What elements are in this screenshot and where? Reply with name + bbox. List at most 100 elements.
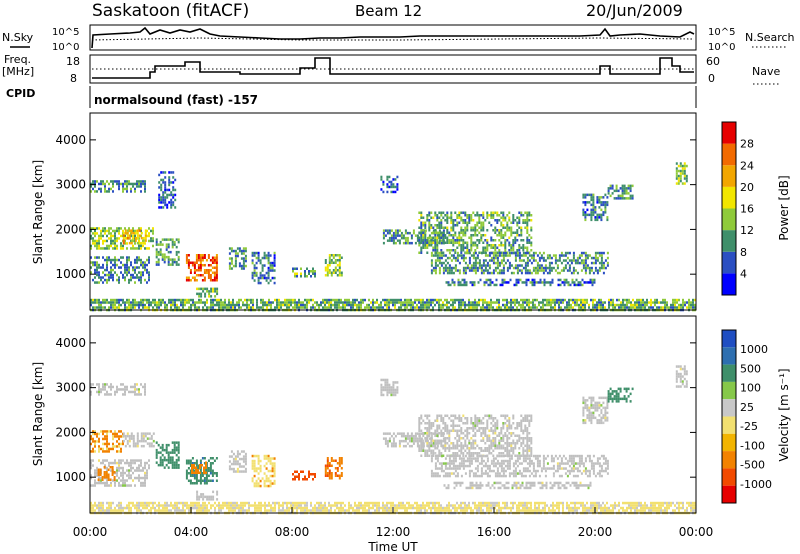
scatter-cell (328, 474, 331, 477)
scatter-cell (208, 292, 211, 296)
scatter-cell (257, 477, 260, 480)
scatter-cell (558, 271, 561, 275)
scatter-cell (502, 444, 505, 447)
scatter-cell (488, 221, 491, 224)
scatter-cell (456, 434, 459, 437)
scatter-cell (262, 306, 264, 309)
scatter-cell (267, 479, 270, 483)
scatter-cell (158, 301, 160, 304)
scatter-cell (506, 303, 508, 307)
scatter-cell (478, 298, 480, 302)
scatter-cell (166, 203, 169, 207)
scatter-cell (418, 449, 421, 452)
scatter-cell (468, 261, 471, 265)
scatter-cell (228, 465, 231, 468)
scatter-cell (134, 393, 136, 396)
scatter-cell (438, 303, 440, 307)
scatter-cell (438, 211, 441, 214)
scatter-cell (454, 298, 456, 302)
scatter-cell (130, 273, 132, 277)
scatter-cell (534, 269, 537, 272)
scatter-cell (494, 254, 497, 257)
scatter-cell (528, 298, 530, 302)
scatter-cell (456, 256, 459, 260)
scatter-cell (604, 203, 607, 207)
scatter-cell (594, 266, 597, 270)
scatter-cell (573, 283, 576, 287)
scatter-cell (120, 450, 122, 453)
scatter-cell (450, 234, 453, 237)
scatter-cell (198, 495, 201, 499)
scatter-cell (228, 467, 231, 471)
scatter-cell (265, 474, 268, 478)
scatter-cell (530, 226, 533, 229)
scatter-cell (474, 434, 477, 437)
scatter-cell (298, 298, 300, 302)
scatter-cell (140, 434, 143, 438)
scatter-cell (238, 470, 241, 473)
scatter-cell (94, 182, 96, 186)
scatter-cell (488, 434, 491, 437)
scatter-cell (418, 251, 421, 254)
scatter-cell (366, 303, 368, 307)
scatter-cell (142, 301, 144, 304)
scatter-cell (472, 454, 475, 457)
scatter-cell (261, 274, 264, 277)
scatter-cell (619, 197, 622, 200)
scatter-cell (384, 298, 386, 302)
scatter-cell (126, 474, 128, 477)
scatter-cell (98, 273, 100, 277)
scatter-cell (336, 264, 339, 267)
scatter-cell (440, 414, 443, 417)
scatter-cell (105, 476, 108, 479)
scatter-cell (142, 263, 144, 267)
scatter-cell (120, 388, 122, 391)
scatter-cell (256, 303, 258, 307)
scatter-cell (428, 226, 431, 229)
scatter-cell (492, 419, 495, 422)
scatter-cell (148, 442, 151, 445)
scatter-cell (220, 298, 222, 302)
scatter-cell (98, 306, 100, 309)
scatter-cell (434, 429, 437, 432)
scatter-cell (436, 224, 439, 227)
scatter-cell (430, 254, 433, 257)
scatter-cell (96, 298, 98, 302)
scatter-cell (372, 306, 374, 309)
scatter-cell (422, 244, 425, 247)
scatter-cell (454, 241, 457, 244)
scatter-cell (259, 459, 262, 463)
scatter-cell (138, 229, 141, 232)
scatter-cell (284, 301, 286, 304)
scatter-cell (94, 471, 96, 475)
scatter-cell (124, 268, 126, 272)
scatter-cell (312, 267, 314, 270)
scatter-cell (126, 242, 128, 245)
scatter-cell (486, 447, 489, 450)
scatter-cell (470, 229, 473, 232)
scatter-cell (251, 261, 254, 265)
scatter-cell (474, 256, 477, 260)
scatter-cell (460, 246, 463, 249)
scatter-cell (468, 432, 471, 435)
scatter-cell (569, 283, 572, 287)
scatter-cell (200, 301, 202, 304)
scatter-cell (566, 269, 569, 272)
scatter-cell (344, 301, 346, 304)
scatter-cell (103, 476, 106, 479)
scatter-cell (406, 306, 408, 309)
scatter-cell (384, 229, 387, 232)
scatter-cell (204, 495, 207, 499)
scatter-cell (191, 466, 193, 469)
scatter-cell (114, 484, 116, 487)
scatter-cell (126, 268, 128, 272)
scatter-cell (257, 457, 260, 460)
scatter-cell (265, 256, 268, 260)
scatter-cell (590, 213, 593, 217)
scatter-cell (679, 162, 682, 165)
scatter-cell (494, 251, 497, 255)
freq-trace (92, 57, 694, 79)
scatter-cell (508, 437, 511, 440)
scatter-cell (350, 301, 352, 304)
scatter-cell (454, 266, 457, 270)
